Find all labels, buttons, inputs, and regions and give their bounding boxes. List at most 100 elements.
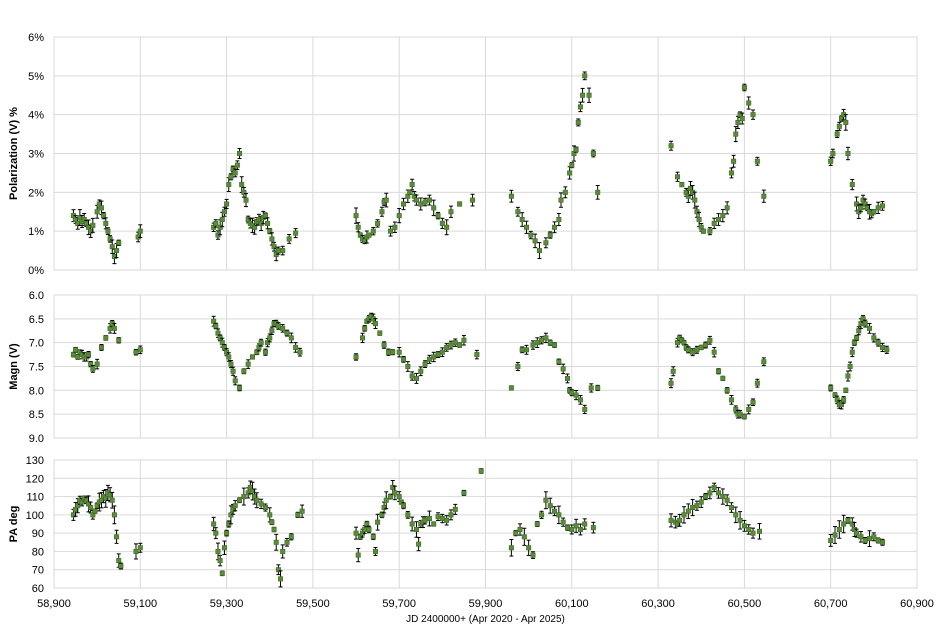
pol-marker [409, 182, 415, 188]
pol-data-point [519, 212, 525, 227]
pol-data-point [711, 217, 717, 230]
pol-data-point [731, 154, 737, 168]
pa-marker [703, 494, 709, 500]
mag-data-point [232, 376, 238, 386]
mag-marker [390, 349, 396, 355]
mag-ytick-label: 7.5 [29, 362, 44, 374]
pol-marker [388, 228, 394, 234]
pol-data-point [269, 232, 275, 246]
mag-data-point [75, 354, 81, 360]
pol-data-point [547, 231, 553, 239]
pa-data-point [426, 510, 432, 527]
pa-data-point [564, 524, 570, 531]
mag-marker [539, 337, 545, 343]
pol-data-point [221, 206, 227, 217]
mag-marker [297, 349, 303, 355]
pa-data-point [379, 511, 385, 519]
pol-data-point [94, 204, 100, 219]
pa-marker [217, 558, 223, 564]
mag-data-point [237, 384, 243, 392]
mag-data-point [70, 351, 76, 358]
pol-data-point [226, 177, 232, 192]
mag-marker [226, 354, 232, 360]
pa-data-point [720, 488, 726, 505]
mag-marker [280, 325, 286, 331]
pa-marker [401, 503, 407, 509]
pol-marker [137, 228, 143, 234]
pa-marker [478, 468, 484, 474]
pol-data-point [879, 201, 885, 211]
mag-data-point [94, 358, 100, 370]
mag-data-point [98, 343, 104, 351]
pa-data-point [133, 543, 139, 560]
pa-data-point [275, 564, 281, 576]
mag-data-point [221, 344, 227, 351]
pa-marker [364, 521, 370, 527]
pol-data-point [388, 225, 394, 237]
mag-data-point [230, 366, 236, 376]
mag-marker [841, 397, 847, 403]
pa-data-point [677, 513, 683, 527]
pol-marker [569, 162, 575, 168]
mag-marker [875, 340, 881, 346]
pa-data-point [862, 537, 868, 544]
mag-data-point [226, 352, 232, 362]
mag-marker [728, 397, 734, 403]
mag-data-point [849, 347, 855, 358]
mag-marker [258, 340, 264, 346]
pol-data-point [569, 162, 575, 169]
pa-data-point [254, 492, 260, 509]
pol-marker [370, 228, 376, 234]
pol-marker [515, 209, 521, 215]
mag-data-point [258, 338, 264, 347]
pol-data-point [834, 130, 840, 139]
pol-data-point [536, 242, 542, 260]
pa-marker [109, 497, 115, 503]
pol-data-point [448, 205, 454, 218]
mag-data-point [828, 384, 834, 392]
mag-marker [401, 356, 407, 362]
pol-marker [575, 119, 581, 125]
pa-marker [728, 505, 734, 511]
pol-marker [834, 131, 840, 137]
pa-data-point [435, 512, 441, 522]
mag-data-point [564, 373, 570, 384]
pa-marker [267, 512, 273, 518]
pol-data-point [754, 156, 760, 166]
mag-marker [224, 349, 230, 355]
pa-data-point [685, 503, 691, 519]
pa-data-point [111, 505, 117, 525]
mag-data-point [418, 366, 424, 377]
mag-marker [845, 373, 851, 379]
mag-ytick-label: 7.0 [29, 338, 44, 350]
pa-marker [711, 484, 717, 490]
mag-data-point [871, 333, 877, 343]
pa-data-point [716, 487, 722, 499]
pol-marker [707, 228, 713, 234]
mag-marker [396, 349, 402, 355]
pa-data-point [828, 534, 834, 547]
pol-marker [265, 220, 271, 226]
mag-marker [685, 347, 691, 353]
pa-data-point [280, 544, 286, 559]
pa-marker [388, 494, 394, 500]
pa-data-point [513, 530, 519, 537]
pol-marker [528, 232, 534, 238]
pol-marker [595, 189, 601, 195]
pol-marker [828, 158, 834, 164]
pol-marker [879, 203, 885, 209]
pol-data-point [375, 219, 381, 228]
mag-data-point [228, 360, 234, 369]
pa-data-point [854, 528, 860, 538]
mag-marker [385, 349, 391, 355]
x-axis-title: JD 2400000+ (Apr 2020 - Apr 2025) [406, 614, 565, 625]
mag-marker [265, 340, 271, 346]
mag-ytick-label: 6.0 [29, 290, 44, 302]
pol-data-point [523, 220, 529, 234]
mag-marker [103, 335, 109, 341]
pa-marker [370, 534, 376, 540]
mag-data-point [569, 389, 575, 397]
pol-marker [849, 182, 855, 188]
pa-marker [569, 526, 575, 532]
